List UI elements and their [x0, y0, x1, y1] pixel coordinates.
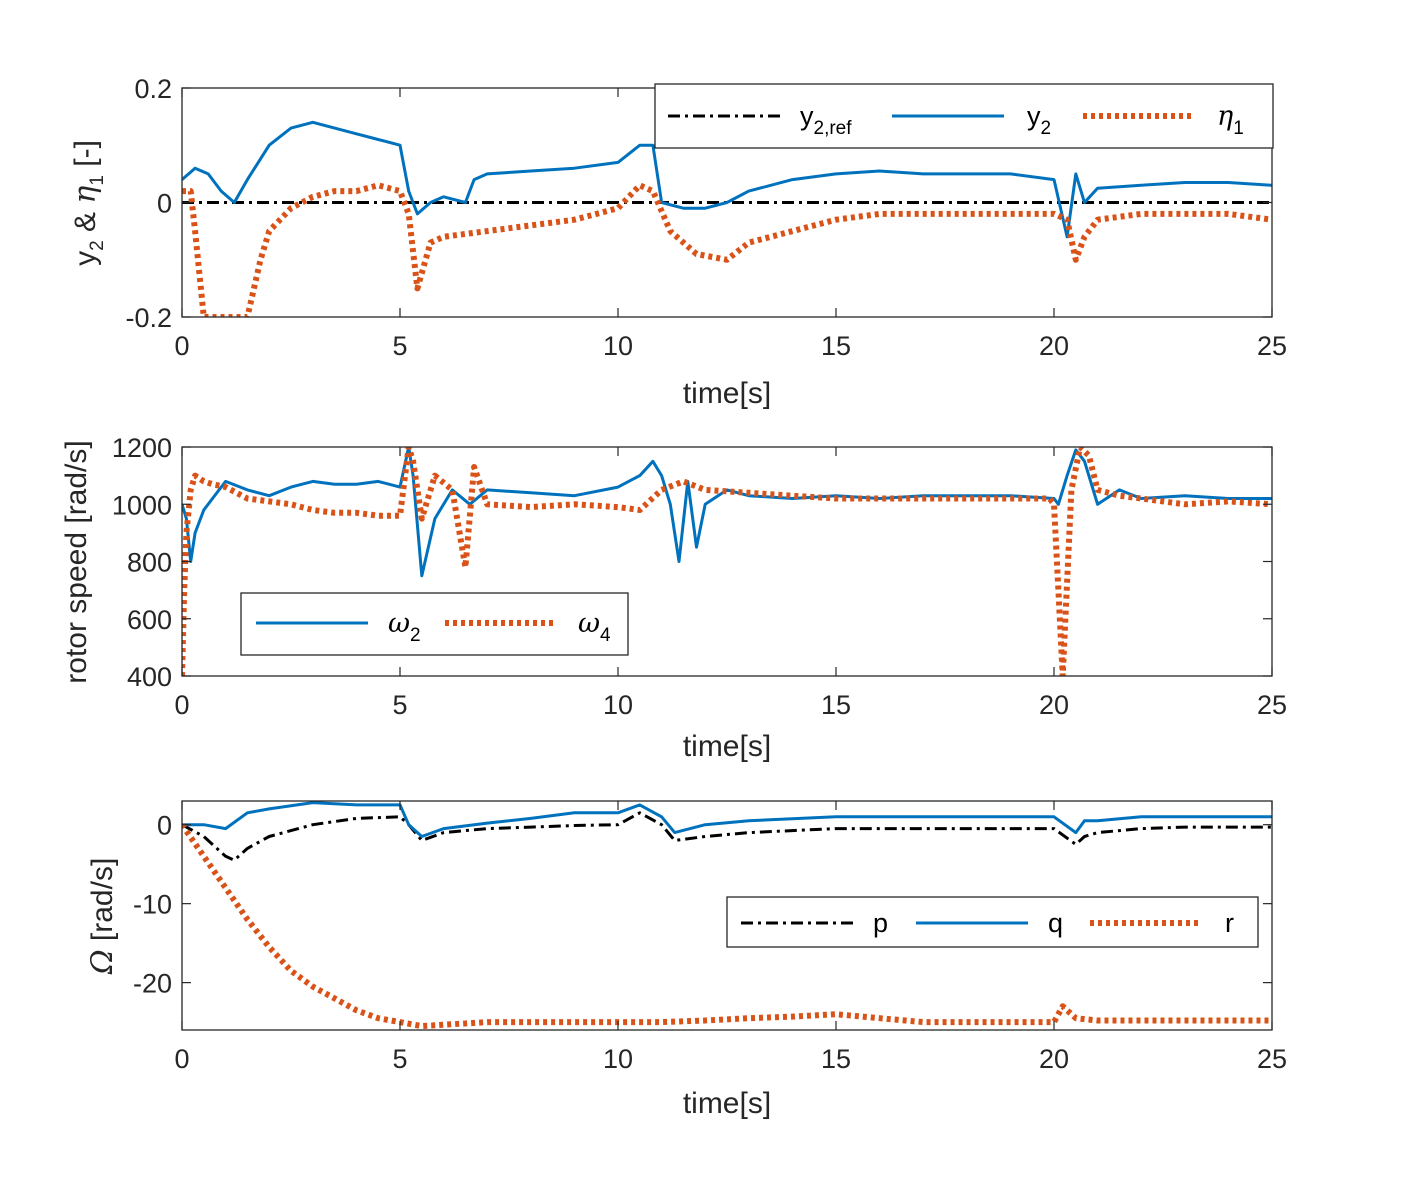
y-tick-label: 1200 — [112, 433, 172, 463]
series-group — [182, 120, 1272, 317]
x-tick-label: 20 — [1039, 690, 1069, 720]
series-line-r — [182, 822, 1272, 1030]
y-tick-label: 800 — [127, 548, 172, 578]
y-tick-label: 600 — [127, 605, 172, 635]
series-line-q — [182, 801, 1272, 838]
x-axis-label: time[s] — [683, 730, 771, 763]
series-line-η1 — [182, 182, 1272, 317]
legend: ω2 ω4 — [240, 592, 629, 656]
x-axis-label: time[s] — [683, 377, 771, 410]
legend-label-q: q — [1048, 908, 1063, 938]
series-group — [182, 447, 1272, 676]
y-tick-label: -0.2 — [125, 303, 172, 333]
y-tick-label: 1000 — [112, 490, 172, 520]
x-tick-label: 0 — [174, 690, 189, 720]
legend-label-ω2: ω2 — [388, 608, 421, 646]
x-tick-label: 10 — [603, 690, 633, 720]
x-tick-label: 5 — [392, 331, 407, 361]
y-tick-label: 400 — [127, 662, 172, 692]
legend-label-y2,ref: y2,ref — [800, 101, 852, 139]
x-tick-label: 15 — [821, 1044, 851, 1074]
x-tick-label: 10 — [603, 1044, 633, 1074]
y-axis-label: rotor speed [rad/s] — [60, 440, 93, 683]
y-tick-label: -10 — [133, 890, 172, 920]
x-tick-label: 15 — [821, 331, 851, 361]
subplot-3: 0 5 10 15 20 25 -20 -10 0 time[s] Ω [rad/s] p q r — [85, 800, 1287, 1120]
subplot-2: 0 5 10 15 20 25 400 600 800 1000 1200 time[s] rotor … — [60, 433, 1287, 763]
x-tick-label: 25 — [1257, 1044, 1287, 1074]
legend-label-η1: η1 — [1217, 101, 1244, 139]
x-tick-label: 5 — [392, 1044, 407, 1074]
x-tick-label: 15 — [821, 690, 851, 720]
series-line-ω4 — [182, 447, 1272, 676]
x-tick-label: 20 — [1039, 331, 1069, 361]
x-tick-label: 5 — [392, 690, 407, 720]
x-tick-label: 25 — [1257, 331, 1287, 361]
x-tick-label: 10 — [603, 331, 633, 361]
y-tick-label: 0 — [157, 811, 172, 841]
x-tick-label: 25 — [1257, 690, 1287, 720]
x-tick-label: 20 — [1039, 1044, 1069, 1074]
y-tick-label: 0.2 — [134, 74, 172, 104]
legend-label-ω4: ω4 — [578, 608, 611, 646]
axes-frame — [181, 800, 1273, 1031]
legend: p q r — [726, 896, 1259, 948]
series-line-y2 — [182, 120, 1272, 239]
y-axis-label: Ω [rad/s] — [85, 858, 120, 976]
series-line-ω2 — [182, 447, 1272, 578]
y-tick-label: 0 — [157, 189, 172, 219]
x-tick-label: 0 — [174, 1044, 189, 1074]
series-group — [182, 801, 1272, 1030]
legend: y2,ref y2 η1 — [654, 83, 1274, 149]
x-tick-label: 0 — [174, 331, 189, 361]
y-axis-label: y2 & η1 [-] — [68, 140, 108, 266]
x-axis-label: time[s] — [683, 1087, 771, 1120]
legend-label-y2: y2 — [1027, 101, 1051, 139]
legend-label-r: r — [1225, 908, 1234, 938]
y-tick-label: -20 — [133, 969, 172, 999]
legend-label-p: p — [873, 908, 888, 938]
series-line-p — [182, 811, 1272, 862]
